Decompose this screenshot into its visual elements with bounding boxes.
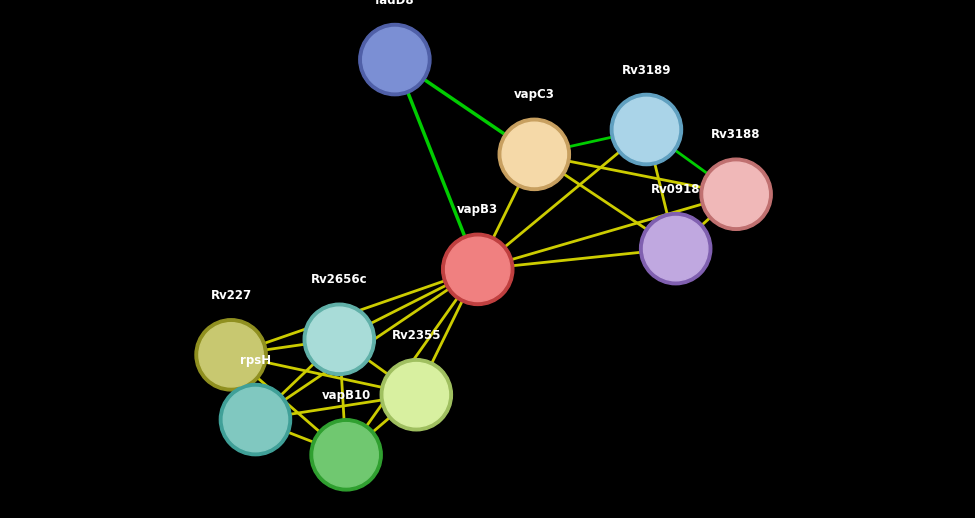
Ellipse shape <box>310 419 382 491</box>
Ellipse shape <box>610 93 682 166</box>
Text: Rv227: Rv227 <box>211 289 252 302</box>
Ellipse shape <box>442 233 514 306</box>
Ellipse shape <box>314 423 378 487</box>
Text: Rv3188: Rv3188 <box>712 128 760 141</box>
Text: Rv2656c: Rv2656c <box>311 274 368 286</box>
Ellipse shape <box>644 217 708 281</box>
Ellipse shape <box>223 387 288 452</box>
Text: vapB10: vapB10 <box>322 389 370 402</box>
Ellipse shape <box>359 23 431 96</box>
Text: Rv0918: Rv0918 <box>651 183 700 196</box>
Ellipse shape <box>700 158 772 231</box>
Ellipse shape <box>498 118 570 191</box>
Ellipse shape <box>303 303 375 376</box>
Ellipse shape <box>640 212 712 285</box>
Text: rpsH: rpsH <box>240 354 271 367</box>
Text: vapB3: vapB3 <box>457 204 498 217</box>
Text: vapC3: vapC3 <box>514 89 555 102</box>
Ellipse shape <box>219 383 292 456</box>
Ellipse shape <box>307 307 371 371</box>
Ellipse shape <box>384 363 449 427</box>
Text: Rv3189: Rv3189 <box>622 64 671 77</box>
Text: Rv2355: Rv2355 <box>392 329 441 342</box>
Ellipse shape <box>502 122 566 186</box>
Ellipse shape <box>195 319 267 391</box>
Ellipse shape <box>199 323 263 387</box>
Ellipse shape <box>380 358 452 431</box>
Ellipse shape <box>363 27 427 92</box>
Ellipse shape <box>614 97 679 162</box>
Text: fadD8: fadD8 <box>375 0 414 7</box>
Ellipse shape <box>446 237 510 301</box>
Ellipse shape <box>704 162 768 226</box>
